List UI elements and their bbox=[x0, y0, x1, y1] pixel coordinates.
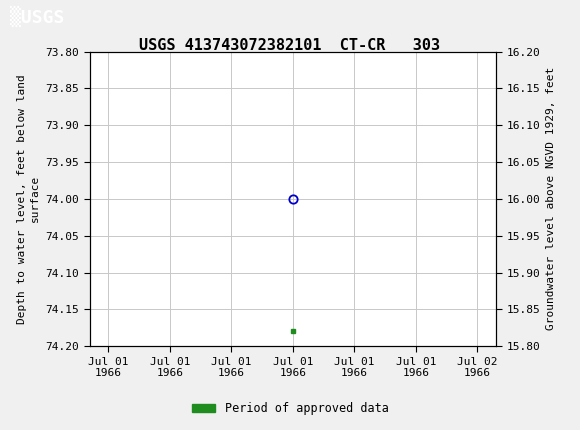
Text: ▒USGS: ▒USGS bbox=[10, 6, 65, 27]
Y-axis label: Depth to water level, feet below land
surface: Depth to water level, feet below land su… bbox=[17, 74, 40, 324]
Legend: Period of approved data: Period of approved data bbox=[187, 397, 393, 420]
Text: USGS 413743072382101  CT-CR   303: USGS 413743072382101 CT-CR 303 bbox=[139, 38, 441, 52]
Y-axis label: Groundwater level above NGVD 1929, feet: Groundwater level above NGVD 1929, feet bbox=[546, 67, 556, 331]
